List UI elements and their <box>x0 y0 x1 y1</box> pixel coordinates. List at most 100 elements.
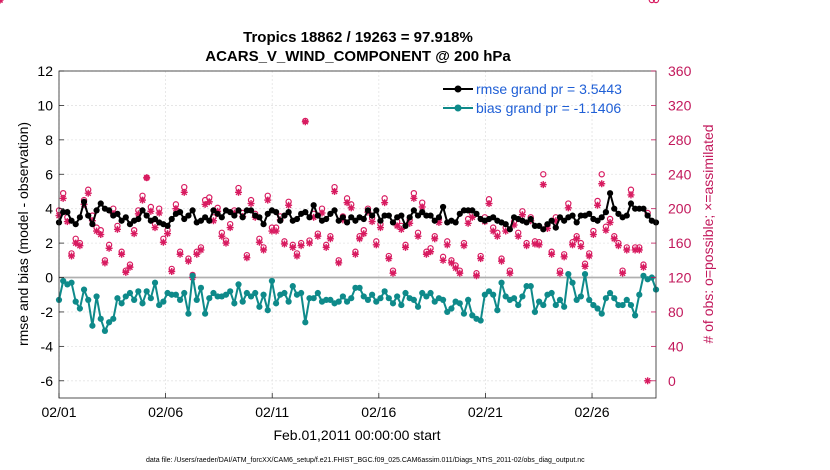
rmse-point <box>272 209 280 216</box>
asterisk-stroke <box>323 244 330 251</box>
legend-rmse-label: rmse grand pr = 3.5443 <box>476 81 622 97</box>
y2-tick-label: 160 <box>668 235 692 251</box>
obs-assimilated-point <box>623 246 631 254</box>
asterisk-stroke <box>423 251 430 258</box>
rmse-point <box>331 207 338 214</box>
rmse-point <box>502 221 509 228</box>
asterisk-stroke <box>573 235 580 242</box>
obs-assimilated-point <box>247 200 255 208</box>
bias-point <box>439 296 447 303</box>
asterisk-stroke <box>235 189 242 196</box>
obs-assimilated-point <box>523 242 531 250</box>
obs-assimilated-point <box>564 204 572 212</box>
bias-point <box>573 296 580 303</box>
obs-assimilated-point <box>535 241 543 249</box>
bias-point <box>385 295 392 302</box>
asterisk-stroke <box>594 202 601 209</box>
asterisk-stroke <box>181 189 188 196</box>
obs-assimilated-point <box>456 269 464 277</box>
x-axis-label: Feb.01,2011 00:00:00 start <box>273 427 440 443</box>
asterisk-stroke <box>448 259 455 266</box>
asterisk-stroke <box>172 205 179 212</box>
obs-possible-point <box>652 0 660 4</box>
bias-point <box>510 295 518 302</box>
bias-point <box>60 277 67 285</box>
rmse-point <box>264 210 271 217</box>
obs-assimilated-point <box>226 224 234 232</box>
y2-tick-label: 320 <box>668 97 692 113</box>
bias-point <box>423 293 430 300</box>
asterisk-stroke <box>164 230 171 237</box>
bias-point <box>72 298 79 305</box>
asterisk-stroke <box>494 233 501 240</box>
rmse-point <box>293 215 301 223</box>
obs-assimilated-point <box>205 198 213 206</box>
obs-assimilated-point <box>460 242 468 250</box>
obs-assimilated-point <box>222 239 230 247</box>
bias-point <box>156 301 163 309</box>
bias-point <box>577 293 584 300</box>
bias-point <box>485 288 493 295</box>
obs-assimilated-point <box>360 230 368 238</box>
asterisk-stroke <box>360 230 367 237</box>
bias-point <box>260 291 267 298</box>
bias-point <box>268 277 276 285</box>
bias-point <box>147 295 154 302</box>
bias-point <box>536 298 543 305</box>
rmse-point <box>97 200 104 207</box>
bias-point <box>552 301 559 309</box>
asterisk-stroke <box>168 268 175 275</box>
rmse-point <box>214 210 221 217</box>
footer-data-file: data file: /Users/raeder/DAI/ATM_forcXX/… <box>146 457 585 464</box>
asterisk-stroke <box>486 200 493 207</box>
rmse-point <box>435 214 443 221</box>
obs-assimilated-point <box>243 254 251 262</box>
rmse-point <box>68 217 75 224</box>
asterisk-stroke <box>389 270 396 277</box>
rmse-point <box>285 209 292 216</box>
asterisk-stroke <box>97 231 104 238</box>
obs-assimilated-point <box>389 269 397 277</box>
rmse-point <box>139 207 146 214</box>
bias-point <box>456 300 463 307</box>
obs-assimilated-point <box>164 230 172 238</box>
chart-title-line2: ACARS_V_WIND_COMPONENT @ 200 hPa <box>205 48 511 65</box>
obs-assimilated-point <box>297 242 305 250</box>
rmse-point <box>644 212 651 219</box>
asterisk-stroke <box>444 241 451 248</box>
bias-point <box>272 300 280 307</box>
obs-assimilated-point <box>147 207 155 215</box>
obs-assimilated-point <box>598 180 606 188</box>
rmse-point <box>439 203 447 211</box>
obs-assimilated-point <box>506 269 514 277</box>
rmse-point <box>210 207 217 214</box>
asterisk-stroke <box>0 0 3 3</box>
asterisk-stroke <box>427 248 434 255</box>
obs-assimilated-point <box>260 246 268 254</box>
asterisk-stroke <box>298 242 305 249</box>
obs-assimilated-point <box>594 201 602 209</box>
bias-point <box>465 296 472 303</box>
bias-point <box>419 289 426 297</box>
bias-point <box>444 308 451 316</box>
rmse-point <box>360 215 367 223</box>
obs-assimilated-point <box>356 235 364 243</box>
rmse-point <box>176 209 184 216</box>
asterisk-stroke <box>193 251 200 258</box>
y-tick-label: 4 <box>45 201 53 217</box>
rmse-point <box>114 210 121 217</box>
bias-point <box>189 272 196 279</box>
bias-point <box>481 291 488 298</box>
obs-assimilated-point <box>485 200 493 208</box>
asterisk-stroke <box>126 264 133 271</box>
asterisk-stroke <box>101 259 108 266</box>
asterisk-stroke <box>410 195 417 202</box>
bias-point <box>256 303 263 310</box>
bias-point <box>302 319 309 326</box>
obs-possible-point <box>648 0 656 4</box>
asterisk-stroke <box>607 219 614 226</box>
y2-tick-label: 280 <box>668 132 692 148</box>
bias-point <box>606 289 614 297</box>
asterisk-stroke <box>377 224 384 231</box>
rmse-point <box>369 212 376 219</box>
